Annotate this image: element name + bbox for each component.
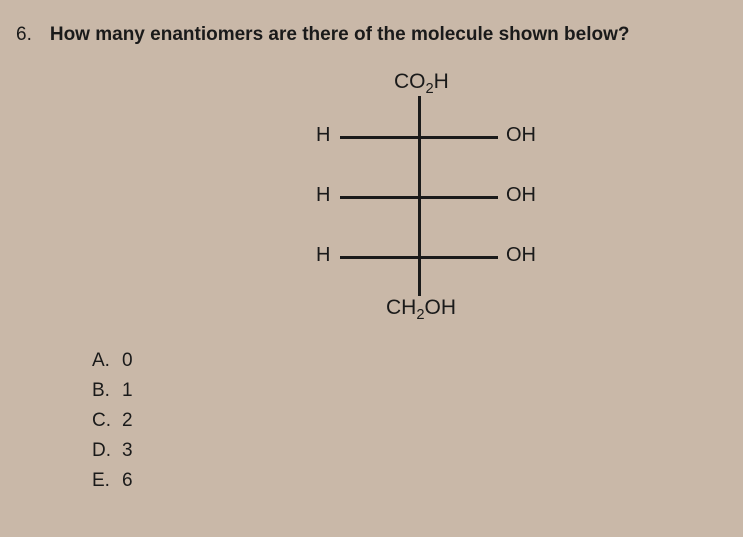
formula-top-suffix: H (434, 70, 449, 93)
option-value: 3 (122, 436, 133, 466)
fischer-hline-2 (340, 196, 498, 199)
fischer-left-3: H (316, 244, 330, 267)
fischer-left-2: H (316, 184, 330, 207)
fischer-hline-3 (340, 256, 498, 259)
fischer-left-1: H (316, 124, 330, 147)
formula-top-prefix: CO (394, 70, 426, 93)
option-value: 2 (122, 406, 133, 436)
question-text: How many enantiomers are there of the mo… (50, 24, 630, 46)
option-letter: E. (92, 466, 122, 496)
fischer-right-3: OH (506, 244, 536, 267)
option-letter: B. (92, 376, 122, 406)
fischer-right-1: OH (506, 124, 536, 147)
formula-top-sub: 2 (426, 81, 434, 97)
formula-bottom-prefix: CH (386, 296, 416, 319)
fischer-hline-1 (340, 136, 498, 139)
answer-options: A. 0 B. 1 C. 2 D. 3 E. 6 (92, 346, 133, 496)
option-letter: A. (92, 346, 122, 376)
formula-bottom-group: CH2OH (386, 296, 456, 323)
formula-bottom-suffix: OH (425, 296, 457, 319)
option-value: 6 (122, 466, 133, 496)
formula-top-group: CO2H (394, 70, 449, 97)
option-letter: D. (92, 436, 122, 466)
question-number: 6. (16, 24, 32, 46)
fischer-projection: H OH H OH H OH (310, 96, 530, 296)
option-b: B. 1 (92, 376, 133, 406)
option-c: C. 2 (92, 406, 133, 436)
option-value: 0 (122, 346, 133, 376)
fischer-right-2: OH (506, 184, 536, 207)
option-a: A. 0 (92, 346, 133, 376)
option-letter: C. (92, 406, 122, 436)
option-value: 1 (122, 376, 133, 406)
formula-bottom-sub: 2 (416, 307, 424, 323)
option-e: E. 6 (92, 466, 133, 496)
option-d: D. 3 (92, 436, 133, 466)
question-row: 6. How many enantiomers are there of the… (16, 24, 629, 46)
